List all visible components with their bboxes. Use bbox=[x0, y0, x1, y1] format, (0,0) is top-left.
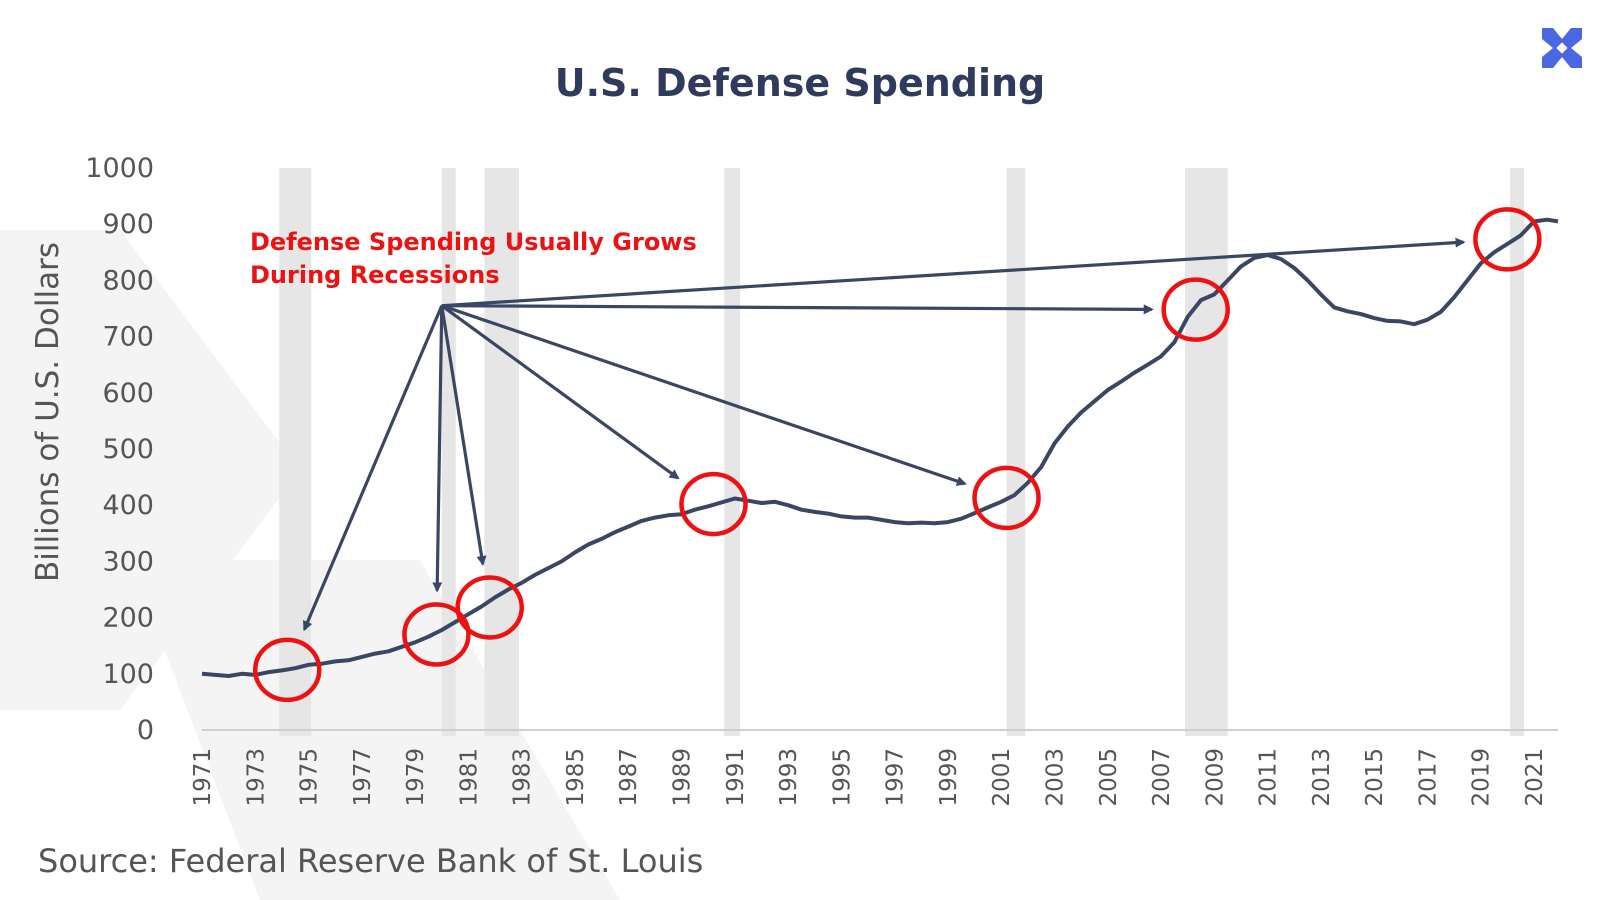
x-tick-1975: 1975 bbox=[297, 748, 323, 807]
recession-band-7 bbox=[1510, 168, 1525, 736]
y-tick-100: 100 bbox=[102, 659, 154, 690]
x-tick-1997: 1997 bbox=[883, 748, 909, 807]
recession-circle-3 bbox=[455, 575, 524, 640]
annotation-line-1: Defense Spending Usually Grows bbox=[250, 228, 697, 256]
annotation-arrow-5 bbox=[441, 304, 967, 486]
x-tick-1977: 1977 bbox=[350, 748, 376, 807]
x-tick-1995: 1995 bbox=[829, 748, 855, 807]
recession-circle-5 bbox=[972, 465, 1041, 531]
recession-circle-4 bbox=[679, 471, 748, 537]
recession-circle-1 bbox=[252, 637, 322, 703]
y-tick-800: 800 bbox=[102, 265, 154, 296]
annotation-arrows bbox=[302, 237, 1466, 632]
y-tick-labels: 0 100 200 300 400 500 600 700 800 900 1000 bbox=[85, 153, 154, 746]
recession-circle-6 bbox=[1161, 277, 1230, 342]
annotation-arrow-3 bbox=[440, 305, 487, 567]
y-tick-0: 0 bbox=[137, 715, 154, 746]
chart-title: U.S. Defense Spending bbox=[555, 61, 1046, 105]
x-tick-2017: 2017 bbox=[1415, 748, 1441, 807]
x-tick-1983: 1983 bbox=[510, 748, 536, 807]
x-tick-2001: 2001 bbox=[989, 748, 1015, 807]
y-tick-700: 700 bbox=[102, 322, 154, 353]
x-tick-2009: 2009 bbox=[1202, 748, 1228, 807]
x-tick-1971: 1971 bbox=[190, 748, 216, 807]
y-axis-label: Billions of U.S. Dollars bbox=[30, 242, 66, 582]
x-tick-2021: 2021 bbox=[1522, 748, 1548, 807]
series-line bbox=[201, 217, 1559, 678]
recession-circle-7 bbox=[1473, 207, 1542, 272]
y-tick-300: 300 bbox=[102, 546, 154, 577]
recession-band-5 bbox=[1006, 168, 1026, 736]
y-tick-600: 600 bbox=[102, 378, 154, 409]
recession-band-4 bbox=[724, 168, 741, 736]
x-tick-1993: 1993 bbox=[776, 748, 802, 807]
y-tick-1000: 1000 bbox=[85, 153, 154, 184]
source-note: Source: Federal Reserve Bank of St. Loui… bbox=[38, 842, 703, 880]
recession-band-6 bbox=[1185, 168, 1228, 736]
x-tick-labels: 1971 1973 1975 1977 1979 1981 1983 1985 1987 1989… bbox=[190, 748, 1548, 807]
x-tick-2005: 2005 bbox=[1096, 748, 1122, 807]
y-tick-200: 200 bbox=[102, 603, 154, 634]
x-tick-2003: 2003 bbox=[1042, 748, 1068, 807]
x-tick-2007: 2007 bbox=[1149, 748, 1175, 807]
x-tick-1999: 1999 bbox=[936, 748, 962, 807]
x-tick-2019: 2019 bbox=[1469, 748, 1495, 807]
x-tick-1979: 1979 bbox=[403, 748, 429, 807]
annotation-arrow-7 bbox=[441, 237, 1466, 308]
x-tick-1987: 1987 bbox=[616, 748, 642, 807]
y-tick-400: 400 bbox=[102, 490, 154, 521]
x-tick-2011: 2011 bbox=[1256, 748, 1282, 807]
y-tick-500: 500 bbox=[102, 434, 154, 465]
annotation-arrow-1 bbox=[302, 305, 444, 632]
x-logo-icon bbox=[1542, 28, 1582, 68]
x-tick-2015: 2015 bbox=[1362, 748, 1388, 807]
x-tick-1985: 1985 bbox=[563, 748, 589, 807]
annotation-line-2: During Recessions bbox=[250, 261, 500, 289]
annotation-arrow-6 bbox=[441, 304, 1154, 315]
x-tick-1981: 1981 bbox=[456, 748, 482, 807]
x-tick-1989: 1989 bbox=[670, 748, 696, 807]
annotation-arrow-2 bbox=[432, 305, 444, 593]
recession-band-3 bbox=[484, 168, 520, 736]
annotation-arrow-4 bbox=[440, 304, 680, 480]
y-tick-900: 900 bbox=[102, 209, 154, 240]
recession-circle-2 bbox=[402, 602, 471, 667]
x-tick-1991: 1991 bbox=[723, 748, 749, 807]
x-tick-1973: 1973 bbox=[243, 748, 269, 807]
recession-circles bbox=[252, 207, 1542, 703]
x-tick-2013: 2013 bbox=[1309, 748, 1335, 807]
